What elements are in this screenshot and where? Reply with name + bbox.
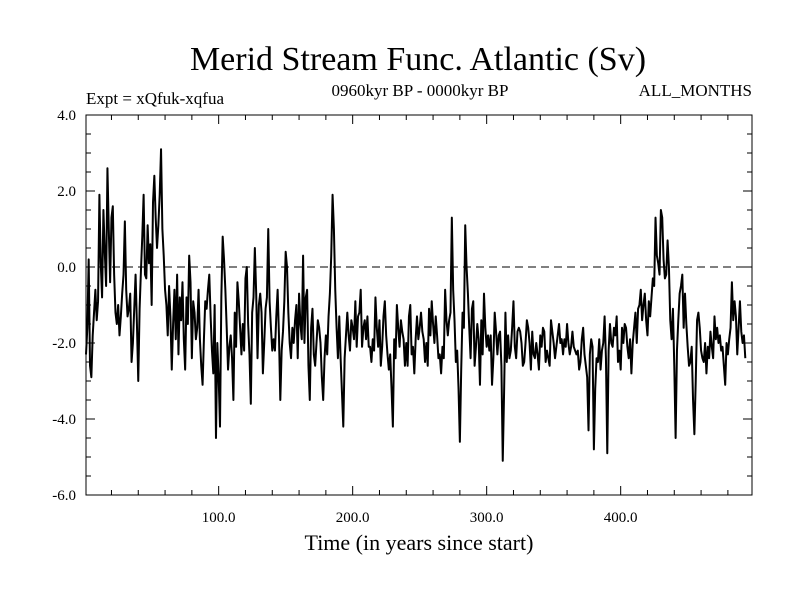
x-tick-label: 400.0 [604, 510, 638, 526]
chart-title: Merid Stream Func. Atlantic (Sv) [190, 41, 646, 78]
y-tick-label: 4.0 [57, 108, 76, 124]
x-axis-label: Time (in years since start) [305, 530, 534, 555]
y-tick-label: 2.0 [57, 184, 76, 200]
y-tick-label: -4.0 [52, 412, 76, 428]
experiment-label: Expt = xQfuk-xqfua [86, 89, 224, 108]
y-axis: 4.0 2.0 0.0 -2.0 -4.0 -6.0 [52, 108, 752, 504]
x-tick-label: 300.0 [470, 510, 504, 526]
x-axis: 100.0 200.0 300.0 400.0 [110, 115, 729, 526]
months-label: ALL_MONTHS [639, 81, 752, 100]
x-tick-label: 100.0 [202, 510, 236, 526]
y-tick-label: 0.0 [57, 260, 76, 276]
x-tick-label: 200.0 [336, 510, 370, 526]
y-tick-label: -6.0 [52, 488, 76, 504]
series-line [85, 148, 747, 462]
y-tick-label: -2.0 [52, 336, 76, 352]
time-range-label: 0960kyr BP - 0000kyr BP [332, 81, 509, 100]
